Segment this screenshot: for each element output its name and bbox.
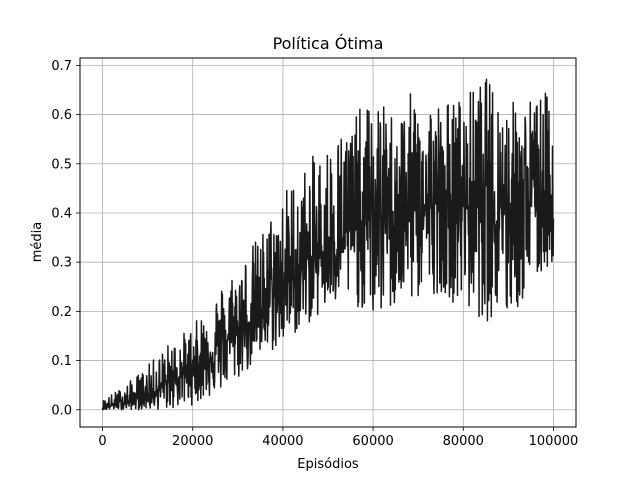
y-tick-label: 0.3	[51, 256, 72, 271]
x-tick-label: 40000	[262, 434, 303, 449]
y-tick-label: 0.2	[51, 305, 72, 320]
chart-title: Política Ótima	[273, 34, 384, 53]
y-tick-label: 0.1	[51, 354, 72, 369]
x-tick-label: 20000	[172, 434, 213, 449]
x-tick-label: 60000	[352, 434, 393, 449]
x-tick-label: 100000	[529, 434, 579, 449]
x-axis-label: Episódios	[297, 457, 359, 472]
y-tick-label: 0.5	[51, 157, 72, 172]
y-tick-label: 0.7	[51, 59, 72, 74]
y-tick-label: 0.0	[51, 403, 72, 418]
plot-frame	[79, 57, 577, 428]
y-ticks: 0.0 0.1 0.2 0.3 0.4 0.5 0.6 0.7	[51, 59, 80, 418]
y-tick-label: 0.4	[51, 206, 72, 221]
y-tick-label: 0.6	[51, 108, 72, 123]
line-layer	[101, 78, 555, 411]
x-ticks: 0 20000 40000 60000 80000 100000	[98, 427, 578, 449]
series-line	[101, 78, 555, 411]
y-axis-label: média	[30, 222, 45, 263]
x-tick-label: 0	[98, 434, 106, 449]
x-tick-label: 80000	[443, 434, 484, 449]
